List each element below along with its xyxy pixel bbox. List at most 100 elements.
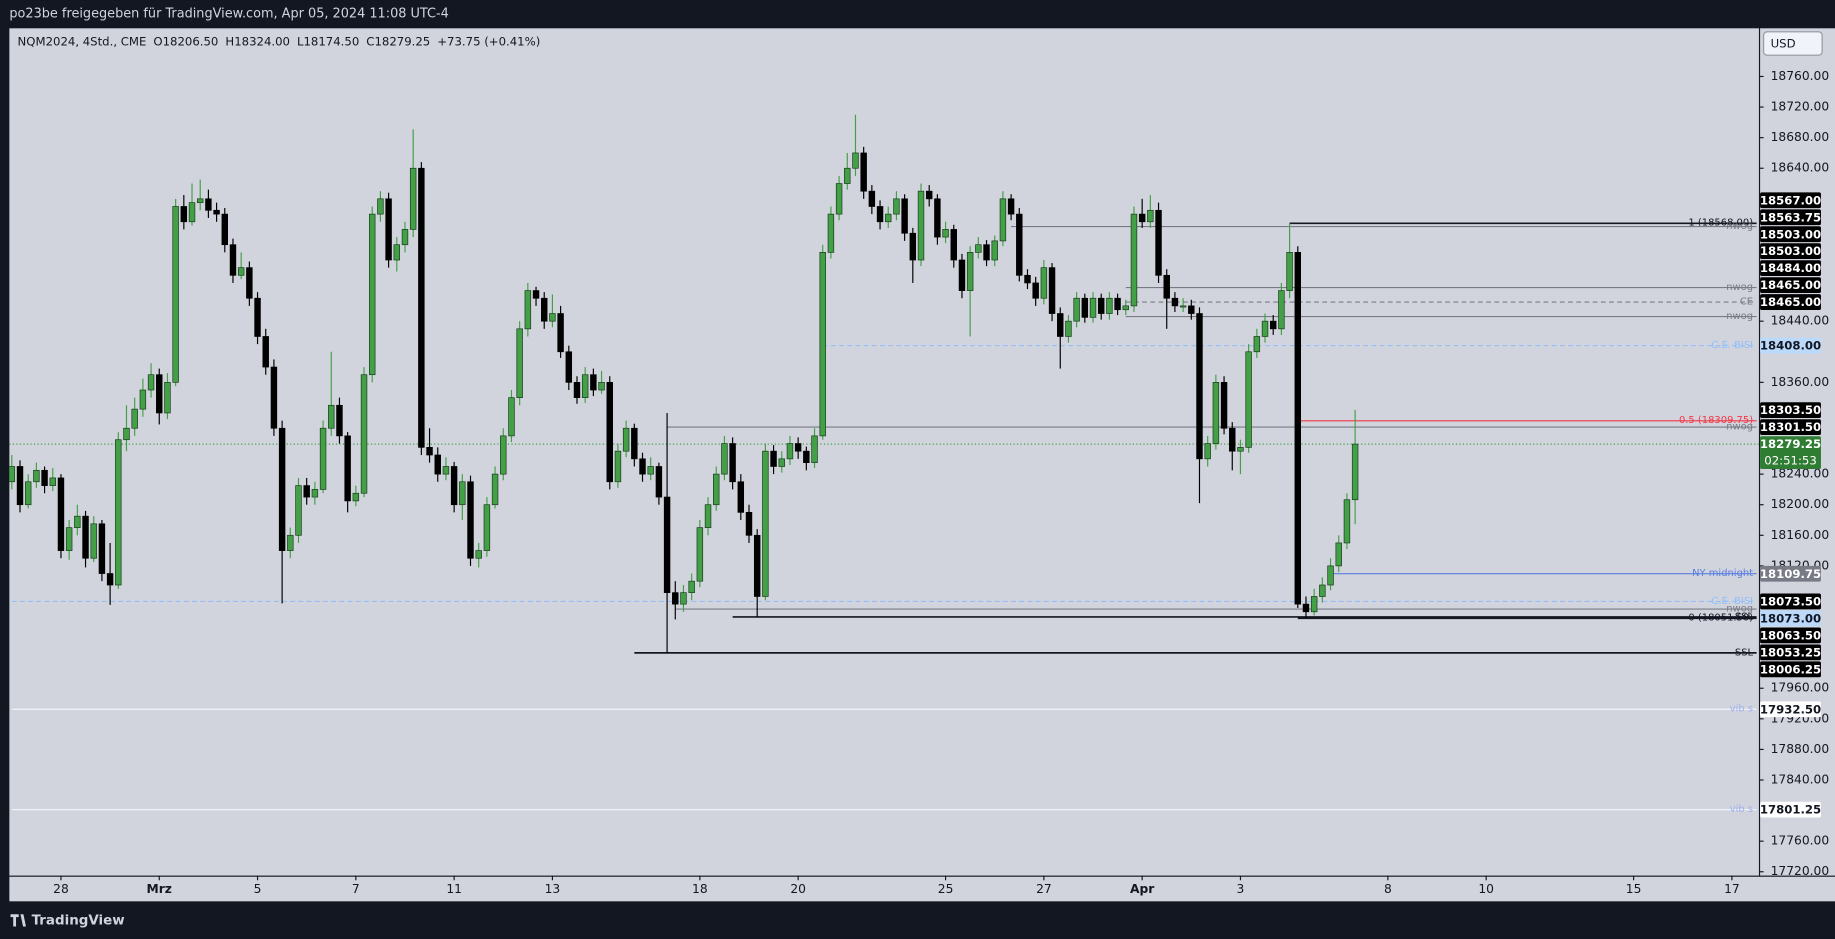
candle-body — [934, 198, 941, 238]
level-label: nwog — [1726, 221, 1753, 232]
y-tick-label: 18640.00 — [1771, 161, 1830, 175]
brand: TradingView — [10, 914, 125, 929]
candle-body — [368, 213, 376, 376]
candle-body — [205, 198, 212, 211]
candle-body — [459, 481, 466, 506]
candle-body — [254, 297, 261, 337]
y-tick-label: 17880.00 — [1771, 742, 1830, 756]
price-label-box — [1760, 209, 1821, 226]
candle-body — [1130, 213, 1138, 307]
candle-body — [164, 382, 171, 414]
candle-body — [74, 515, 81, 529]
y-tick-label: 18240.00 — [1771, 467, 1830, 481]
legend: NQM2024, 4Std., CME O18206.50 H18324.00 L18… — [18, 34, 541, 48]
candle-body — [573, 382, 581, 399]
candle-body — [917, 190, 925, 261]
price-label: 18465.00 — [1760, 295, 1821, 309]
price-label: 18484.00 — [1760, 261, 1821, 275]
candle-body — [1269, 320, 1277, 330]
currency-box[interactable] — [1763, 31, 1823, 56]
candle-body — [729, 443, 736, 483]
price-label-box — [1760, 402, 1821, 419]
candle-body — [1294, 252, 1302, 605]
candle-body — [549, 313, 556, 322]
candle-body — [33, 469, 40, 483]
price-label: 18465.00 — [1760, 278, 1821, 292]
price-label-box — [1760, 701, 1821, 718]
price-label-box — [1760, 337, 1821, 354]
candle-body — [590, 374, 597, 391]
candle-body — [1147, 209, 1154, 223]
level-label: SSL — [1735, 647, 1754, 658]
time-axis — [9, 876, 1835, 902]
candle-body — [65, 527, 73, 551]
candle-body — [1106, 297, 1113, 314]
price-label-box — [1760, 627, 1821, 644]
candle-body — [1016, 213, 1023, 276]
price-label-box — [1760, 243, 1821, 260]
candle-body — [770, 450, 777, 467]
candle-body — [1171, 297, 1179, 307]
candle-body — [524, 290, 532, 330]
candle-body — [647, 466, 654, 475]
candle-body — [475, 550, 482, 559]
candle-body — [1097, 297, 1105, 314]
x-tick-label: 10 — [1478, 882, 1494, 896]
high: H18324.00 — [225, 34, 290, 48]
candle-body — [1343, 499, 1351, 544]
candle-body — [311, 489, 319, 498]
candle-body — [999, 198, 1007, 242]
candle-body — [909, 232, 917, 261]
candle-body — [278, 427, 286, 551]
x-tick-label: 20 — [790, 882, 806, 896]
candle-body — [1073, 297, 1080, 322]
price-label-box — [1760, 593, 1821, 610]
change: +73.75 (+0.41%) — [437, 34, 540, 48]
level-label: vib s — [1730, 804, 1753, 815]
currency[interactable]: USD — [1771, 37, 1796, 51]
candle-body — [1065, 320, 1072, 337]
level-label: nwog — [1726, 311, 1753, 322]
candle-body — [713, 473, 720, 506]
y-tick-label: 18440.00 — [1771, 314, 1830, 328]
candle-body — [680, 592, 687, 605]
candle-body — [901, 198, 908, 234]
level-label: vib s — [1730, 704, 1753, 715]
header-text: po23be freigegeben für TradingView.com, … — [9, 7, 448, 22]
candle-body — [950, 229, 957, 261]
candle-body — [606, 382, 613, 483]
price-label: 18408.00 — [1760, 339, 1821, 353]
candle-body — [1253, 336, 1261, 353]
candle-body — [336, 404, 343, 437]
y-tick-label: 17760.00 — [1771, 834, 1830, 848]
candle-body — [147, 374, 155, 391]
price-label-box — [1760, 226, 1821, 243]
x-tick-label: 15 — [1626, 882, 1642, 896]
price-label: 18503.00 — [1760, 244, 1821, 258]
candle-body — [1335, 542, 1342, 567]
candle-body — [885, 213, 892, 223]
price-label: 17801.25 — [1760, 803, 1821, 817]
candle-body — [794, 443, 802, 452]
candle-body — [319, 427, 327, 490]
price-label-box — [1760, 277, 1821, 293]
x-tick-label: 7 — [352, 882, 360, 896]
candle-body — [450, 466, 458, 506]
level-label: CE — [1740, 296, 1753, 307]
candle-body — [819, 252, 826, 437]
candle-body — [491, 473, 499, 506]
candle-body — [303, 485, 310, 498]
candle-body — [975, 244, 982, 253]
price-label-box — [1760, 565, 1821, 582]
candle-body — [180, 206, 188, 223]
candle-body — [1024, 274, 1031, 284]
candle-body — [860, 152, 867, 192]
candle-body — [1220, 382, 1228, 429]
candle-body — [24, 481, 32, 506]
candle-body — [1114, 297, 1121, 311]
x-tick-label: 18 — [692, 882, 708, 896]
candle-body — [1179, 305, 1187, 308]
candle-body — [221, 213, 228, 246]
price-label-box — [1760, 436, 1821, 469]
